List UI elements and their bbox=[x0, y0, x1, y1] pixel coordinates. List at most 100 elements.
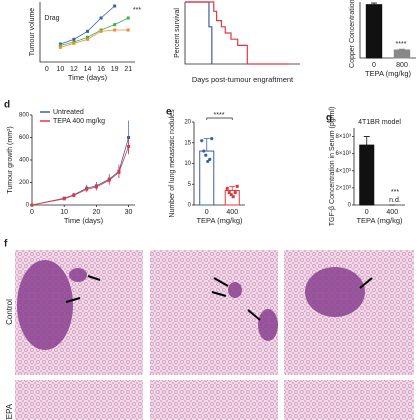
y-tick-label: 2×10³ bbox=[335, 185, 351, 191]
marker bbox=[58, 43, 62, 47]
marker bbox=[99, 29, 103, 33]
error-bar bbox=[363, 136, 370, 146]
y-tick-label: 0 bbox=[348, 203, 352, 209]
histology-image bbox=[284, 380, 414, 420]
x-axis-label: TEPA (mg/kg) bbox=[365, 69, 412, 78]
panel-label: f bbox=[4, 239, 8, 250]
data-point bbox=[227, 191, 231, 195]
x-tick-label: 14 bbox=[84, 66, 92, 73]
marker bbox=[117, 170, 121, 174]
y-tick-label: 5 bbox=[188, 182, 192, 188]
error-bar bbox=[399, 48, 405, 50]
marker bbox=[113, 28, 117, 32]
data-point bbox=[202, 149, 206, 153]
marker bbox=[99, 16, 103, 20]
marker bbox=[107, 178, 111, 182]
marker bbox=[86, 37, 89, 41]
x-axis-label: Time (days) bbox=[64, 216, 104, 225]
bar bbox=[199, 150, 215, 206]
tumour bbox=[69, 268, 87, 282]
axes bbox=[184, 2, 300, 65]
tumour bbox=[305, 267, 365, 317]
legend-label: Untreated bbox=[53, 109, 84, 116]
marker bbox=[94, 185, 98, 189]
x-axis-label: Days post-tumour engraftment bbox=[192, 75, 294, 84]
marker bbox=[113, 23, 117, 27]
annotation: Drag bbox=[44, 15, 59, 22]
marker bbox=[72, 37, 76, 41]
y-tick-label: 15 bbox=[184, 140, 191, 146]
y-axis-label: Percent survival bbox=[174, 8, 181, 58]
data-point bbox=[210, 137, 214, 141]
tumour bbox=[17, 260, 73, 350]
x-tick-label: 21 bbox=[124, 66, 132, 73]
data-point bbox=[229, 193, 233, 197]
bar bbox=[359, 144, 375, 206]
x-tick-label: 400 bbox=[386, 209, 398, 216]
x-tick-label: 10 bbox=[56, 66, 64, 73]
marker bbox=[86, 29, 89, 33]
series-line bbox=[60, 29, 129, 48]
histology-image bbox=[150, 250, 278, 375]
panel-label: g bbox=[326, 113, 332, 124]
chart-title: 4T1BR model bbox=[358, 119, 401, 126]
x-tick-label: 16 bbox=[97, 66, 105, 73]
error-bar bbox=[371, 2, 377, 5]
y-tick-label: 6×10³ bbox=[335, 151, 351, 157]
survival-curve bbox=[185, 1, 291, 65]
y-tick-label: 0 bbox=[188, 203, 192, 209]
arrows bbox=[65, 275, 373, 321]
data-point bbox=[204, 153, 208, 157]
marker bbox=[86, 35, 89, 39]
marker bbox=[127, 136, 131, 139]
annotation: *** bbox=[133, 7, 141, 14]
error-bar bbox=[229, 185, 236, 191]
y-tick-label: 800 bbox=[19, 113, 30, 119]
data-point bbox=[233, 191, 237, 195]
axes bbox=[39, 2, 135, 63]
y-tick-label: 10 bbox=[184, 161, 191, 167]
marker bbox=[85, 187, 89, 191]
data-point bbox=[231, 195, 235, 199]
row-label: TEPA bbox=[5, 403, 14, 420]
x-tick-label: 400 bbox=[226, 209, 238, 216]
significance-bracket bbox=[206, 117, 233, 120]
x-axis-label: TEPA (mg/kg) bbox=[196, 216, 243, 225]
x-tick-label: 0 bbox=[45, 66, 49, 73]
x-tick-label: 0 bbox=[205, 209, 209, 216]
x-tick-label: 10 bbox=[60, 209, 68, 216]
marker bbox=[72, 193, 76, 197]
x-tick-label: 0 bbox=[30, 209, 34, 216]
x-tick-label: 0 bbox=[365, 209, 369, 216]
data-point bbox=[206, 159, 210, 164]
tumour bbox=[258, 309, 278, 341]
marker bbox=[126, 28, 130, 32]
marker bbox=[126, 16, 130, 20]
annotation: **** bbox=[396, 41, 407, 48]
y-tick-label: 200 bbox=[19, 180, 30, 186]
y-axis-label: Tumour volume bbox=[29, 8, 36, 56]
annotation: **** bbox=[214, 112, 225, 119]
series-line bbox=[60, 17, 129, 46]
x-tick-label: 12 bbox=[70, 66, 78, 73]
survival-curve bbox=[185, 1, 213, 64]
annotation: *** bbox=[391, 189, 399, 196]
histology-image bbox=[150, 380, 278, 420]
x-axis-label: Time (days) bbox=[68, 73, 108, 82]
tumour bbox=[228, 282, 242, 298]
bar bbox=[365, 4, 383, 59]
data-point bbox=[235, 184, 239, 188]
x-tick-label: 0 bbox=[372, 62, 376, 69]
y-tick-label: 400 bbox=[19, 158, 30, 164]
y-tick-label: 0 bbox=[26, 203, 30, 209]
y-tick-label: 8×10³ bbox=[335, 134, 351, 140]
marker bbox=[30, 203, 34, 207]
marker bbox=[62, 197, 66, 201]
bar bbox=[393, 49, 411, 59]
x-axis-label: TEPA (mg/kg) bbox=[356, 216, 403, 225]
histology-panel: f Control TEPA bbox=[4, 239, 414, 420]
marker bbox=[127, 145, 131, 148]
data-point bbox=[225, 186, 229, 190]
data-point bbox=[200, 139, 204, 143]
